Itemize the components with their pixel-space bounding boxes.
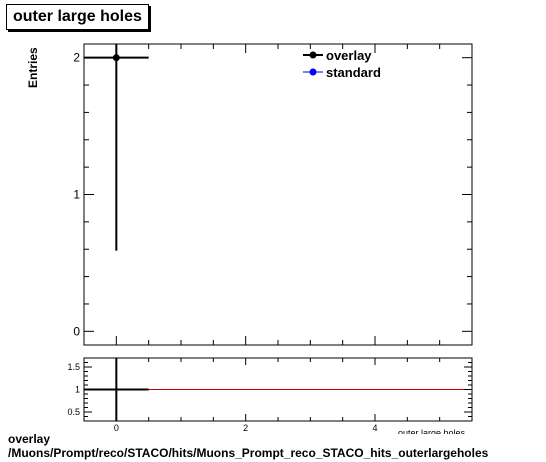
- legend-marker-overlay: [309, 51, 317, 59]
- legend-marker-standard: [309, 68, 317, 76]
- footer-line-2: /Muons/Prompt/reco/STACO/hits/Muons_Prom…: [8, 446, 489, 460]
- y-axis-label: Entries: [26, 47, 40, 88]
- footer-line-1: overlay: [8, 432, 51, 446]
- ratio-x-tick-label: 0: [114, 423, 119, 433]
- main-plot-area: 0 1 2 overlay standard: [73, 43, 473, 346]
- ratio-x-tick-label: 4: [372, 423, 377, 433]
- ratio-y-tick-label: 1: [75, 385, 80, 395]
- ratio-plot-area: 0.5 1 1.5 0 2 4: [67, 357, 473, 433]
- ratio-x-tick-label: 2: [243, 423, 248, 433]
- y-tick-label: 1: [73, 188, 80, 202]
- data-point-marker: [112, 54, 120, 62]
- ratio-y-tick-label: 0.5: [67, 407, 80, 417]
- chart-title: outer large holes: [6, 4, 149, 30]
- main-frame: [83, 43, 473, 346]
- ratio-y-tick-label: 1.5: [67, 362, 80, 372]
- legend-label-standard: standard: [326, 65, 381, 80]
- legend-label-overlay: overlay: [326, 48, 372, 63]
- y-tick-label: 0: [73, 324, 80, 338]
- y-tick-label: 2: [73, 51, 80, 65]
- x-axis-label: outer large holes: [398, 428, 466, 434]
